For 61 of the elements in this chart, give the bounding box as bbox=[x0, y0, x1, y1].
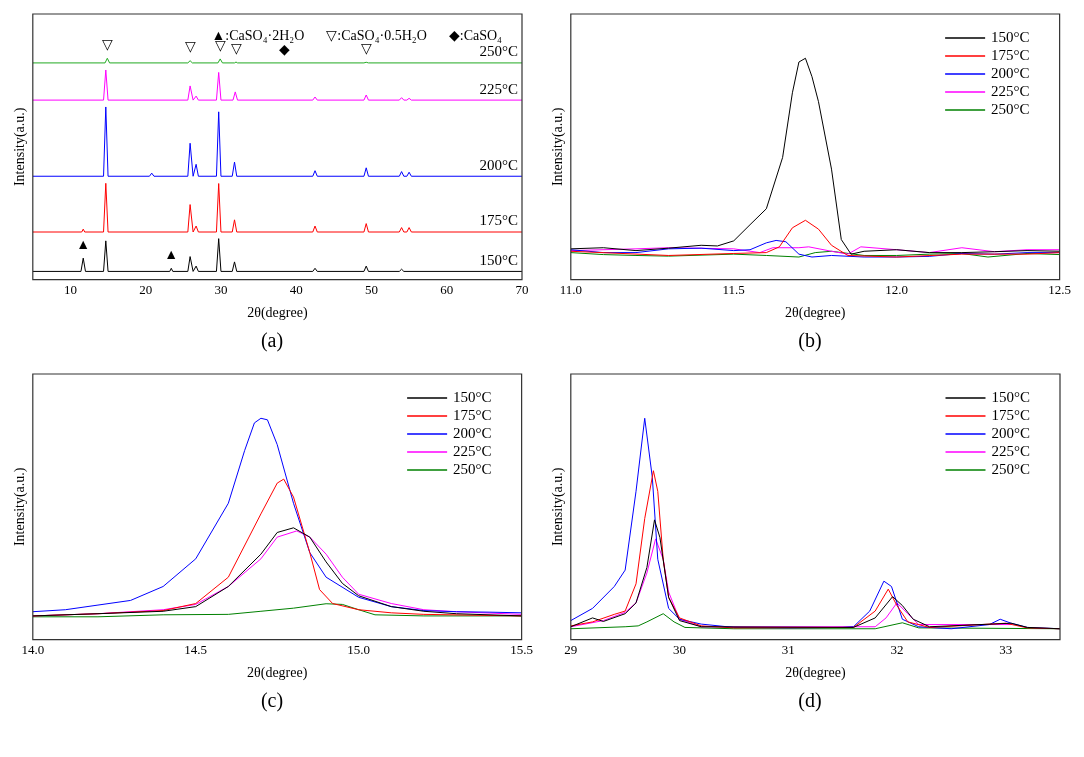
x-tick-label: 33 bbox=[999, 641, 1013, 657]
text: ▽:CaSO₄·0.5H₂O bbox=[326, 27, 427, 43]
legend-label: 150°C bbox=[453, 388, 492, 405]
legend-label: 200°C bbox=[991, 424, 1031, 441]
x-tick-label: 30 bbox=[214, 281, 228, 297]
legend-label: 250°C bbox=[991, 460, 1031, 477]
legend-label: 200°C bbox=[453, 424, 492, 441]
legend-label: 175°C bbox=[991, 406, 1031, 423]
x-axis-title: 2θ(degree) bbox=[247, 665, 308, 682]
legend-label: 175°C bbox=[991, 46, 1030, 63]
x-tick-label: 50 bbox=[364, 281, 378, 297]
annotation: ▽ bbox=[101, 36, 113, 52]
x-tick-label: 29 bbox=[564, 641, 578, 657]
legend-label: 225°C bbox=[991, 442, 1031, 459]
x-tick-label: 40 bbox=[289, 281, 303, 297]
series-label: 150°C bbox=[479, 251, 518, 268]
y-axis-title: Intensity(a.u.) bbox=[12, 107, 29, 187]
x-tick-label: 20 bbox=[139, 281, 153, 297]
text: (b) bbox=[798, 328, 822, 353]
legend-label: 225°C bbox=[991, 82, 1030, 99]
x-axis-title: 2θ(degree) bbox=[785, 305, 846, 322]
x-tick-label: 10 bbox=[63, 281, 77, 297]
text: (d) bbox=[798, 688, 822, 713]
annotation: ◆ bbox=[279, 41, 291, 57]
x-axis-title: 2θ(degree) bbox=[247, 305, 308, 322]
series-label: 200°C bbox=[479, 156, 518, 173]
legend-label: 150°C bbox=[991, 28, 1030, 45]
series-label: 175°C bbox=[479, 212, 518, 229]
series-label: 250°C bbox=[479, 43, 518, 60]
legend-label: 150°C bbox=[991, 388, 1031, 405]
annotation: ▽ bbox=[184, 39, 196, 55]
x-tick-label: 70 bbox=[515, 281, 529, 297]
x-tick-label: 15.0 bbox=[347, 641, 371, 657]
legend-label: 200°C bbox=[991, 64, 1030, 81]
x-tick-label: 32 bbox=[890, 641, 904, 657]
x-tick-label: 60 bbox=[440, 281, 454, 297]
legend-label: 175°C bbox=[453, 406, 492, 423]
text: (c) bbox=[260, 688, 284, 714]
y-axis-title: Intensity(a.u.) bbox=[550, 467, 567, 547]
x-tick-label: 12.5 bbox=[1048, 281, 1071, 297]
annotation: ▽ bbox=[230, 40, 242, 56]
x-tick-label: 15.5 bbox=[510, 641, 533, 657]
text: (a) bbox=[260, 328, 284, 354]
y-axis-title: Intensity(a.u.) bbox=[550, 107, 567, 187]
annotation: ▲ bbox=[76, 236, 91, 252]
x-tick-label: 31 bbox=[781, 641, 795, 657]
x-tick-label: 12.0 bbox=[885, 281, 909, 297]
annotation: ▽ bbox=[360, 40, 372, 56]
x-tick-label: 14.5 bbox=[184, 641, 208, 657]
series-label: 225°C bbox=[479, 80, 518, 97]
x-tick-label: 11.5 bbox=[722, 281, 745, 297]
legend-label: 250°C bbox=[991, 100, 1030, 117]
legend-label: 225°C bbox=[453, 442, 492, 459]
x-axis-title: 2θ(degree) bbox=[785, 665, 846, 682]
y-axis-title: Intensity(a.u.) bbox=[12, 467, 29, 547]
x-tick-label: 11.0 bbox=[559, 281, 582, 297]
x-tick-label: 14.0 bbox=[21, 641, 45, 657]
text: ◆:CaSO₄ bbox=[448, 27, 503, 43]
legend-label: 250°C bbox=[453, 460, 492, 477]
annotation: ▲ bbox=[164, 246, 179, 262]
x-tick-label: 30 bbox=[673, 641, 687, 657]
